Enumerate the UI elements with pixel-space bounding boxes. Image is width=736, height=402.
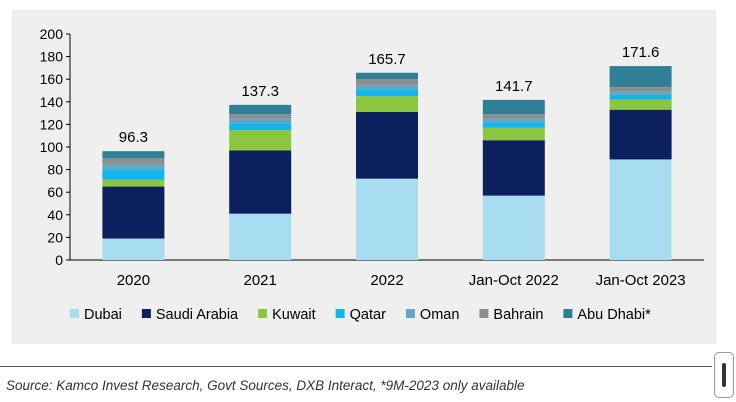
bar-segment-qatar (482, 122, 545, 128)
stacked-bar-chart: 0 20 40 60 80 100 120 140 160 180 200 96.3 2020 137.3… (40, 26, 704, 323)
bar-segment-qatar (356, 89, 418, 97)
bar-segment-qatar (229, 123, 292, 131)
bar-segment-saudi-arabia (482, 140, 545, 196)
bar-segment-kuwait (356, 96, 418, 112)
bar-segment-dubai (482, 195, 545, 260)
legend-swatch (479, 309, 489, 318)
bar-total-label: 141.7 (495, 78, 533, 95)
bar-segment-dubai (102, 238, 165, 260)
y-tick-label: 60 (47, 184, 63, 200)
legend-swatch (141, 309, 151, 318)
bar-total-label: 96.3 (119, 129, 148, 146)
legend-swatch (70, 309, 79, 318)
source-note: Source: Kamco Invest Research, Govt Sour… (6, 378, 525, 393)
bar-segment-abu-dhabi (609, 66, 672, 88)
y-tick-label: 120 (40, 116, 64, 132)
x-category-label: 2020 (117, 272, 150, 289)
bar-segment-oman (102, 163, 165, 170)
bar-segment-bahrain (356, 79, 418, 85)
bar-segment-bahrain (229, 114, 292, 119)
bar-total-label: 171.6 (622, 44, 660, 61)
y-tick-label: 40 (47, 207, 63, 223)
bar-segment-dubai (229, 213, 292, 260)
bar-segment-oman (482, 118, 545, 123)
legend-swatch (258, 309, 268, 318)
bar-segment-qatar (609, 95, 672, 100)
legend-label: Qatar (350, 307, 386, 323)
y-tick-label: 20 (47, 229, 63, 245)
bar-segment-kuwait (609, 99, 672, 110)
bar-segment-bahrain (102, 158, 165, 164)
bar-segment-qatar (102, 169, 165, 180)
y-tick-label: 100 (40, 139, 64, 155)
y-tick-label: 200 (40, 26, 64, 42)
bar-segment-dubai (356, 178, 418, 260)
y-tick-label: 180 (40, 49, 64, 65)
y-tick-label: 80 (47, 162, 63, 178)
legend-label: Kuwait (272, 307, 316, 323)
bar-segment-saudi-arabia (102, 186, 165, 239)
legend-label: Bahrain (493, 307, 543, 323)
bar-segment-abu-dhabi (356, 72, 418, 80)
bar-segment-oman (356, 84, 418, 90)
bar-total-label: 165.7 (368, 51, 406, 68)
bar-segment-abu-dhabi (229, 104, 292, 115)
bar-segment-oman (609, 91, 672, 96)
bar-segment-kuwait (482, 127, 545, 141)
legend-swatch (563, 309, 573, 318)
y-tick-label: 160 (40, 71, 64, 87)
x-category-label: 2021 (244, 272, 277, 289)
legend-label: Oman (420, 307, 460, 323)
legend-label: Dubai (84, 307, 122, 323)
legend-label: Abu Dhabi* (577, 307, 651, 323)
divider-line (0, 366, 712, 367)
bar-segment-oman (229, 118, 292, 124)
bar-segment-abu-dhabi (482, 99, 545, 115)
bar-segment-bahrain (609, 87, 672, 92)
bar-segment-kuwait (229, 130, 292, 151)
bar-segment-saudi-arabia (229, 150, 292, 214)
x-category-label: Jan-Oct 2022 (469, 272, 559, 289)
bar-segment-saudi-arabia (356, 111, 418, 179)
legend-swatch (335, 309, 345, 318)
x-category-label: 2022 (370, 272, 403, 289)
y-tick-label: 0 (55, 252, 63, 268)
scrollbar-grip-icon (722, 363, 726, 387)
bar-segment-kuwait (102, 179, 165, 187)
legend-swatch (405, 309, 415, 318)
x-category-label: Jan-Oct 2023 (596, 272, 686, 289)
bar-segment-saudi-arabia (609, 109, 672, 160)
bar-segment-abu-dhabi (102, 151, 165, 159)
y-tick-label: 140 (40, 94, 64, 110)
chart-panel: 0 20 40 60 80 100 120 140 160 180 200 96.3 2020 137.3… (12, 10, 716, 344)
scrollbar-thumb[interactable] (714, 352, 734, 398)
bar-segment-dubai (609, 159, 672, 260)
bar-total-label: 137.3 (241, 83, 279, 100)
bar-segment-bahrain (482, 114, 545, 119)
legend-label: Saudi Arabia (156, 307, 239, 323)
